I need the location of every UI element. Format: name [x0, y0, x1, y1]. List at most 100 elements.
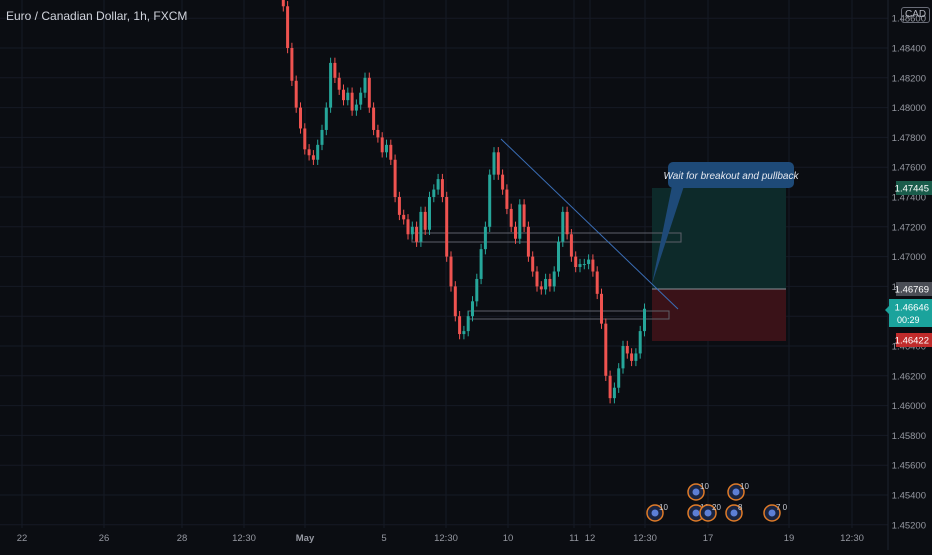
candle-body [311, 155, 315, 160]
time-tick-label: 12:30 [434, 533, 458, 544]
candle-body [389, 144, 393, 160]
candle-body [440, 179, 444, 197]
time-tick-label: May [296, 533, 315, 544]
candle-body [522, 204, 526, 227]
economic-events[interactable]: 101010201087 0 [646, 482, 788, 522]
candle-body [492, 152, 496, 175]
candle-body [514, 226, 517, 239]
candle-body [428, 197, 431, 230]
descending-trendline[interactable] [500, 138, 679, 310]
candle-body [526, 226, 530, 257]
candle-body [531, 256, 535, 272]
candle-body [367, 77, 371, 108]
candle-body [462, 331, 466, 335]
price-tick-label: 1.47800 [892, 133, 926, 144]
candle-body [466, 316, 470, 332]
event-marker[interactable]: 20 [699, 503, 721, 522]
time-tick-label: 5 [381, 533, 386, 544]
candle-body [565, 211, 569, 235]
event-marker[interactable]: 10 [687, 482, 709, 501]
event-marker[interactable]: 8 [725, 503, 743, 522]
candle-body [397, 197, 401, 215]
time-tick-label: 19 [784, 533, 795, 544]
candle-body [539, 286, 543, 290]
price-tick-label: 1.45400 [892, 491, 926, 502]
candle-body [316, 144, 320, 160]
event-count-label: 20 [712, 503, 721, 512]
event-count-label: 10 [659, 503, 668, 512]
candle-body [307, 149, 311, 156]
candles-layer [281, 0, 646, 404]
event-marker[interactable]: 10 [727, 482, 749, 501]
candle-body [385, 144, 388, 153]
loss-zone[interactable] [652, 289, 786, 341]
time-tick-label: 10 [503, 533, 514, 544]
event-marker[interactable]: 10 [646, 503, 668, 522]
candle-body [600, 293, 603, 324]
event-dot [692, 488, 700, 496]
price-tick-label: 1.45600 [892, 461, 926, 472]
event-marker[interactable]: 7 0 [763, 503, 788, 522]
entry-price-label: 1.46769 [895, 285, 929, 296]
candle-body [376, 129, 380, 138]
candle-body [608, 375, 612, 399]
candle-body [290, 48, 294, 81]
candle-body [436, 179, 440, 190]
candle-body [372, 107, 376, 130]
candle-body [587, 259, 591, 265]
candle-body [625, 346, 629, 354]
candle-body [324, 107, 328, 130]
candle-body [346, 92, 350, 101]
candle-body [423, 211, 427, 230]
candle-body [350, 92, 354, 111]
event-dot [692, 509, 700, 517]
time-tick-label: 28 [177, 533, 188, 544]
candle-body [286, 6, 290, 49]
price-tick-label: 1.47000 [892, 252, 926, 263]
candle-body [479, 249, 483, 279]
price-tick-label: 1.46200 [892, 371, 926, 382]
candle-body [406, 219, 410, 235]
time-tick-label: 26 [99, 533, 110, 544]
time-tick-label: 12:30 [232, 533, 256, 544]
candle-body [591, 259, 595, 272]
candle-body [294, 80, 298, 108]
target-price-tag [896, 181, 932, 195]
time-axis[interactable]: 22 26 28 12:30 May 5 12:30 10 11 12 12:30 17 19 12:30 [17, 533, 864, 544]
price-tick-label: 1.48200 [892, 73, 926, 84]
candle-body [359, 92, 363, 105]
stop-price-tag [896, 333, 932, 347]
event-dot [730, 509, 738, 517]
candle-body [604, 323, 608, 376]
candle-body [432, 189, 436, 197]
candle-body [445, 197, 449, 257]
candle-body [595, 271, 599, 294]
time-tick-label: 17 [703, 533, 714, 544]
candle-body [552, 271, 556, 287]
callout[interactable]: Wait for breakout and pullback [652, 162, 799, 284]
candle-body [643, 308, 646, 332]
candle-body [501, 174, 505, 190]
candle-body [402, 214, 406, 220]
price-tick-label: 1.45800 [892, 431, 926, 442]
target-price-label: 1.47445 [895, 184, 929, 195]
event-dot [768, 509, 776, 517]
candle-body [634, 353, 638, 361]
candle-body [569, 234, 573, 257]
candle-body [320, 129, 324, 145]
price-tick-label: 1.47200 [892, 222, 926, 233]
last-price-arrow [885, 306, 889, 314]
candle-body [342, 89, 345, 101]
event-count-label: 8 [738, 503, 743, 512]
candle-body [415, 226, 419, 242]
candle-body [582, 264, 586, 266]
price-tick-label: 1.46000 [892, 401, 926, 412]
currency-badge[interactable]: CAD [901, 7, 931, 23]
event-dot [732, 488, 740, 496]
candle-body [333, 62, 337, 78]
candle-body [574, 256, 578, 268]
candle-body [617, 368, 621, 388]
symbol-title[interactable]: Euro / Canadian Dollar, 1h, FXCM [6, 9, 188, 23]
